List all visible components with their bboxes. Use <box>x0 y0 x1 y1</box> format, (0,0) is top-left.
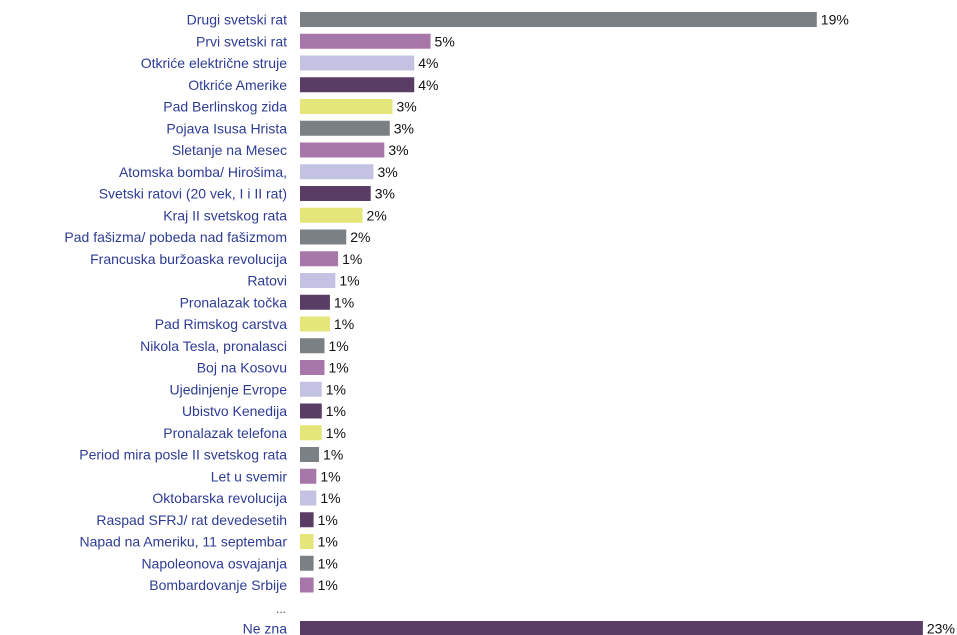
value-label: 1% <box>320 490 340 506</box>
value-label: 19% <box>821 12 849 28</box>
bar <box>300 447 320 462</box>
bars-group: Drugi svetski rat 19% Prvi svetski rat 5% Ot… <box>64 12 955 635</box>
bar <box>300 403 322 419</box>
value-label: 1% <box>328 360 348 376</box>
value-label: 1% <box>323 447 343 463</box>
category-label: Kraj II svetskog rata <box>163 207 287 223</box>
bar <box>300 77 415 93</box>
bar <box>300 55 415 71</box>
bar <box>300 33 431 49</box>
category-label: Pad Rimskog carstva <box>155 316 287 332</box>
bar <box>300 577 314 593</box>
value-label: 4% <box>418 55 438 71</box>
value-label: 3% <box>377 164 397 180</box>
category-label: Otkriće električne struje <box>141 55 287 71</box>
category-label: Ne zna <box>243 621 288 635</box>
bar <box>300 512 314 528</box>
value-label: 1% <box>334 316 354 332</box>
category-label: Pojava Isusa Hrista <box>166 120 287 136</box>
category-label: Pad fašizma/ pobeda nad fašizmom <box>64 229 287 245</box>
bar <box>300 468 317 484</box>
value-label: 1% <box>328 338 348 354</box>
value-label: 1% <box>342 251 362 267</box>
category-label: Prvi svetski rat <box>196 33 287 49</box>
category-label: Atomska bomba/ Hirošima, <box>119 164 287 180</box>
bar <box>300 120 390 136</box>
bar <box>300 164 374 180</box>
value-label: 1% <box>320 468 340 484</box>
category-label: Raspad SFRJ/ rat devedesetih <box>96 512 287 528</box>
value-label: 2% <box>350 229 370 245</box>
bar <box>300 142 385 158</box>
bar <box>300 621 923 635</box>
category-label: Boj na Kosovu <box>197 360 287 376</box>
category-label: Francuska buržoaska revolucija <box>90 251 287 267</box>
value-label: 1% <box>318 512 338 528</box>
category-label: Sletanje na Mesec <box>172 142 287 158</box>
bar <box>300 534 314 549</box>
bar <box>300 490 317 506</box>
category-label: Nikola Tesla, pronalasci <box>140 338 287 354</box>
category-label: Drugi svetski rat <box>187 12 287 28</box>
category-label: Ujedinjenje Evrope <box>169 381 287 397</box>
category-label: Ratovi <box>247 273 287 289</box>
value-label: 1% <box>326 381 346 397</box>
value-label: 1% <box>318 555 338 571</box>
bar <box>300 360 325 375</box>
category-label: Let u svemir <box>211 468 288 484</box>
bar <box>300 229 347 245</box>
bar <box>300 294 330 310</box>
value-label: 3% <box>396 99 416 115</box>
value-label: 4% <box>418 77 438 93</box>
value-label: 1% <box>326 425 346 441</box>
bar <box>300 555 314 571</box>
bar <box>300 12 817 27</box>
bar <box>300 381 322 397</box>
category-label: Period mira posle II svetskog rata <box>79 447 287 463</box>
bar <box>300 99 393 114</box>
bar <box>300 338 325 354</box>
value-label: 23% <box>927 621 955 635</box>
value-label: 2% <box>367 207 387 223</box>
value-label: 1% <box>339 273 359 289</box>
category-label: Napoleonova osvajanja <box>141 555 287 571</box>
category-label: Pad Berlinskog zida <box>163 99 287 115</box>
bar <box>300 186 371 201</box>
category-label: Pronalazak telefona <box>163 425 287 441</box>
category-label: Pronalazak točka <box>180 294 288 310</box>
value-label: 3% <box>394 120 414 136</box>
value-label: 1% <box>318 534 338 550</box>
category-label: Ubistvo Kenedija <box>182 403 287 419</box>
value-label: 1% <box>318 577 338 593</box>
bar <box>300 425 322 441</box>
value-label: 3% <box>375 186 395 202</box>
category-label: Otkriće Amerike <box>188 77 287 93</box>
category-label: Bombardovanje Srbije <box>149 577 287 593</box>
category-label: Oktobarska revolucija <box>152 490 287 506</box>
bar <box>300 316 330 332</box>
value-label: 1% <box>334 294 354 310</box>
value-label: 3% <box>388 142 408 158</box>
value-label: 5% <box>435 33 455 49</box>
bar <box>300 251 339 267</box>
value-label: 1% <box>326 403 346 419</box>
bar <box>300 207 363 223</box>
category-label: Svetski ratovi (20 vek, I i II rat) <box>99 186 287 202</box>
bar <box>300 273 336 288</box>
ellipsis-label: ... <box>276 602 286 616</box>
category-label: Napad na Ameriku, 11 septembar <box>79 534 287 550</box>
